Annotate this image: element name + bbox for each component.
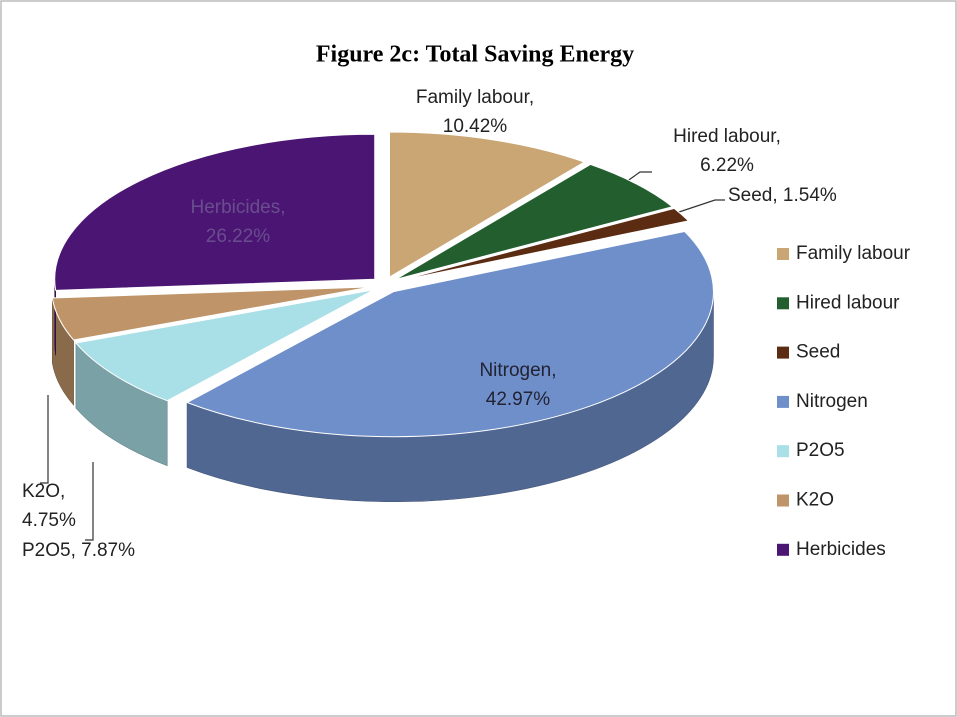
data-label: Family labour, 10.42% xyxy=(416,87,534,137)
legend-swatch xyxy=(777,445,789,458)
leader-line xyxy=(40,395,49,484)
data-label: Seed, 1.54% xyxy=(728,185,837,206)
pie-slice xyxy=(389,131,586,278)
data-label: Hired labour, 6.22% xyxy=(673,126,781,176)
data-label: Herbicides, 26.22% xyxy=(190,197,285,247)
legend-swatch xyxy=(777,543,789,556)
leader-line xyxy=(85,462,94,541)
legend-label: Family labour xyxy=(796,243,911,264)
legend-label: Nitrogen xyxy=(796,391,868,412)
legend-label: Herbicides xyxy=(796,539,886,560)
chart-title: Figure 2c: Total Saving Energy xyxy=(316,42,634,68)
legend-swatch xyxy=(777,297,789,310)
data-label: Nitrogen, 42.97% xyxy=(479,360,556,410)
data-label: P2O5, 7.87% xyxy=(22,540,135,561)
pie-slice xyxy=(74,289,374,402)
pie-slice xyxy=(185,230,714,438)
legend-swatch xyxy=(777,494,789,507)
legend-label: Hired labour xyxy=(796,292,900,313)
pie-tops xyxy=(51,131,714,438)
pie-slice xyxy=(51,286,372,341)
data-label: K2O, 4.75% xyxy=(22,481,76,531)
pie-slice xyxy=(395,163,674,280)
legend-label: K2O xyxy=(796,490,834,511)
legend-label: P2O5 xyxy=(796,440,845,461)
legend-label: Seed xyxy=(796,342,840,363)
legend-swatch xyxy=(777,346,789,359)
legend-swatch xyxy=(777,395,789,408)
pie-slice xyxy=(397,207,690,282)
pie-slice xyxy=(54,133,376,291)
legend-swatch xyxy=(777,248,789,260)
